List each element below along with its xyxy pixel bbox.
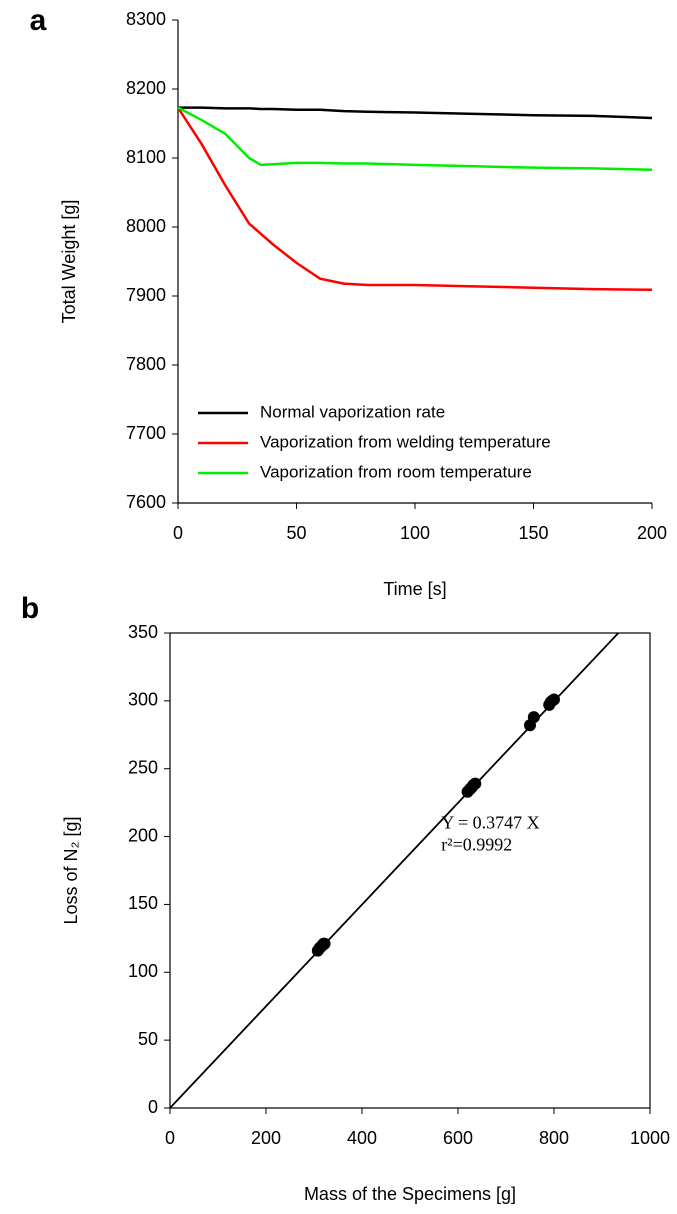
- y-tick-label: 150: [128, 893, 158, 913]
- x-tick-label: 150: [518, 523, 548, 543]
- y-tick-label: 7900: [126, 285, 166, 305]
- annotation: Y = 0.3747 X: [441, 812, 539, 832]
- data-point: [318, 937, 331, 950]
- y-tick-label: 7600: [126, 492, 166, 512]
- annotation: r²=0.9992: [441, 834, 512, 854]
- data-line: [178, 106, 653, 120]
- legend-label: Vaporization from room temperature: [260, 462, 532, 481]
- y-tick-label: 8100: [126, 147, 166, 167]
- x-tick-label: 50: [286, 523, 306, 543]
- y-axis-title: Total Weight [g]: [59, 200, 79, 324]
- y-tick-label: 8000: [126, 216, 166, 236]
- data-line: [176, 106, 653, 292]
- y-tick-label: 8300: [126, 9, 166, 29]
- y-tick-label: 0: [148, 1097, 158, 1117]
- x-tick-label: 200: [251, 1128, 281, 1148]
- y-tick-label: 250: [128, 757, 158, 777]
- x-axis-title: Mass of the Specimens [g]: [304, 1184, 516, 1204]
- panel-label: b: [21, 592, 39, 625]
- x-tick-label: 600: [443, 1128, 473, 1148]
- x-tick-label: 100: [400, 523, 430, 543]
- x-tick-label: 800: [539, 1128, 569, 1148]
- y-tick-label: 100: [128, 961, 158, 981]
- data-point: [527, 711, 540, 724]
- panel-label: a: [30, 4, 47, 37]
- x-axis-title: Time [s]: [383, 579, 446, 599]
- x-tick-label: 200: [637, 523, 667, 543]
- data-point: [548, 693, 560, 706]
- plot-frame: [169, 632, 651, 1109]
- x-tick-label: 1000: [630, 1128, 670, 1148]
- y-tick-label: 50: [138, 1029, 158, 1049]
- x-tick-label: 400: [347, 1128, 377, 1148]
- data-line: [177, 106, 653, 171]
- y-tick-label: 7700: [126, 423, 166, 443]
- fit-line: [169, 632, 620, 1109]
- y-tick-label: 8200: [126, 78, 166, 98]
- x-tick-label: 0: [165, 1128, 175, 1148]
- y-tick-label: 7800: [126, 354, 166, 374]
- y-tick-label: 300: [128, 690, 158, 710]
- y-axis-title: Loss of N₂ [g]: [61, 816, 81, 924]
- y-tick-label: 350: [128, 622, 158, 642]
- x-tick-label: 0: [173, 523, 183, 543]
- y-tick-label: 200: [128, 825, 158, 845]
- data-point: [469, 777, 482, 790]
- legend-label: Normal vaporization rate: [260, 402, 445, 421]
- legend-label: Vaporization from welding temperature: [260, 432, 551, 451]
